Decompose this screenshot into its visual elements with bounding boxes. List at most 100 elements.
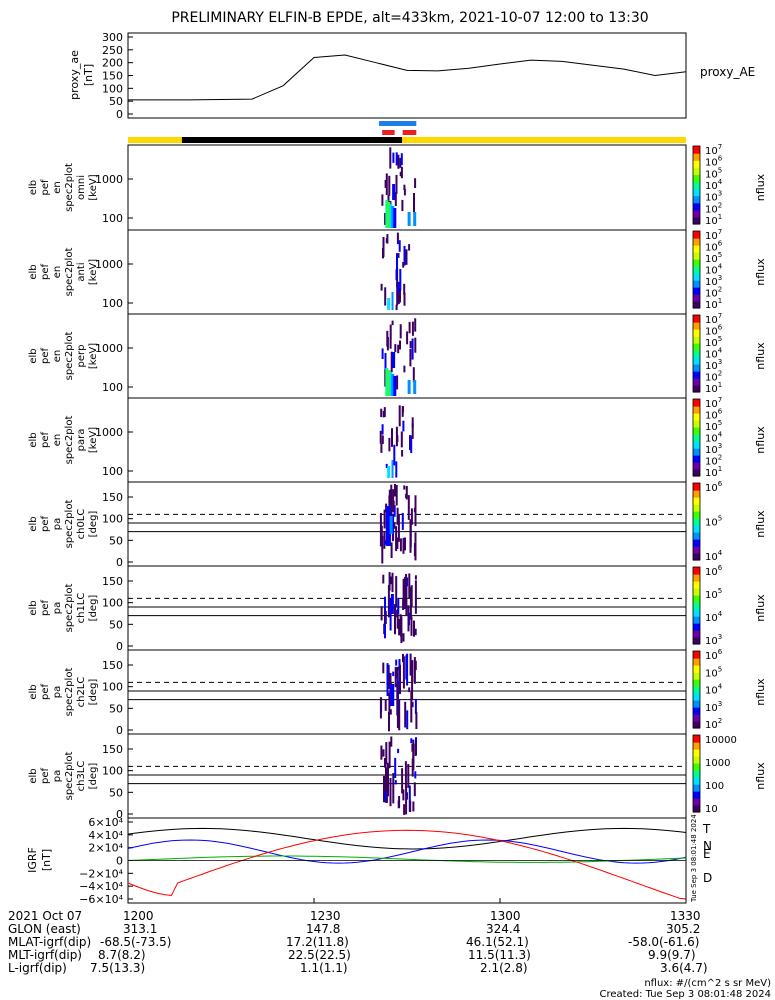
- flux-streak: [387, 195, 390, 207]
- flux-streak: [413, 782, 416, 797]
- flux-streak: [404, 761, 407, 789]
- colorbar-segment: [693, 595, 700, 603]
- flux-streak: [409, 653, 412, 676]
- colorbar-label: nflux: [754, 510, 767, 538]
- flux-streak: [383, 509, 386, 529]
- flux-streak: [381, 194, 384, 206]
- series-label: proxy_AE: [700, 65, 755, 79]
- flux-streak: [387, 664, 390, 680]
- y-axis-label: [deg]: [88, 511, 99, 538]
- flux-streak: [400, 166, 403, 179]
- flux-patch: [387, 370, 391, 396]
- flux-streak: [411, 701, 414, 708]
- flux-streak: [380, 697, 383, 712]
- footer-value: 22.5(22.5): [288, 948, 351, 962]
- flux-patch: [387, 298, 391, 310]
- flux-patch: [392, 352, 396, 368]
- flux-streak: [413, 508, 416, 513]
- flux-streak: [398, 240, 401, 252]
- flux-streak: [405, 249, 408, 265]
- colorbar-segment: [693, 364, 700, 372]
- footer-row-mlat: MLAT-igrf(dip) -68.5(-73.5) 17.2(11.8) 4…: [8, 936, 728, 948]
- flux-streak: [396, 608, 399, 629]
- flux-streak: [387, 764, 389, 797]
- colorbar-tick-label: 103: [705, 633, 722, 647]
- colorbar-segment: [693, 399, 700, 407]
- colorbar-segment: [693, 777, 700, 785]
- y-axis-label: spec2plot: [64, 163, 75, 212]
- flux-streak: [381, 435, 384, 444]
- flux-streak: [411, 743, 414, 752]
- flux-streak: [388, 489, 391, 508]
- colorbar-segment: [693, 420, 700, 428]
- flux-streak: [394, 780, 397, 785]
- y-axis-label: pa: [52, 770, 63, 782]
- flux-streak: [399, 157, 402, 168]
- colorbar-segment: [693, 763, 700, 771]
- flux-streak: [412, 801, 415, 812]
- colorbar-segment: [693, 371, 700, 379]
- units-note: nflux: #/(cm^2 s sr MeV): [644, 978, 771, 989]
- colorbar-segment: [693, 637, 700, 645]
- flux-streak: [413, 620, 415, 637]
- flux-streak: [409, 520, 412, 548]
- flux-streak: [407, 605, 410, 632]
- y-axis-label: ch3LC: [76, 761, 87, 792]
- y-tick-label: 4×10⁴: [88, 829, 123, 842]
- footer-value: 7.5(13.3): [90, 961, 146, 975]
- flux-streak: [399, 614, 402, 634]
- flux-streak: [395, 174, 398, 194]
- colorbar-segment: [693, 252, 700, 260]
- panel-frame: [127, 144, 687, 231]
- colorbar-segment: [693, 518, 700, 526]
- footer-label: 2021 Oct 07: [8, 909, 83, 923]
- y-tick-label: 100: [102, 82, 123, 95]
- igrf-T-line: [127, 827, 687, 850]
- y-axis-label: spec2plot: [64, 416, 75, 465]
- flux-streak: [383, 531, 386, 549]
- colorbar-segment: [693, 756, 700, 764]
- flux-streak: [400, 153, 403, 166]
- flux-streak: [395, 659, 398, 666]
- flux-streak: [398, 659, 401, 670]
- footer-value: 11.5(11.3): [468, 948, 531, 962]
- flux-patch: [385, 368, 389, 396]
- y-tick-label: 200: [102, 57, 123, 70]
- colorbar-segment: [693, 469, 700, 477]
- flux-streak: [414, 743, 417, 756]
- igrf-N-line: [127, 839, 687, 864]
- colorbar-segment: [693, 280, 700, 288]
- flux-streak: [395, 269, 398, 281]
- colorbar-segment: [693, 553, 700, 561]
- flux-streak: [414, 178, 417, 188]
- y-tick-label: 6×10⁴: [88, 816, 123, 829]
- flux-streak: [401, 199, 404, 212]
- colorbar-tick-label: 101: [705, 213, 722, 227]
- y-axis-label: spec2plot: [64, 668, 75, 717]
- flux-patch: [385, 506, 391, 546]
- colorbar-segment: [693, 602, 700, 610]
- flux-streak: [394, 610, 397, 618]
- y-tick-label: 1000: [95, 173, 123, 186]
- flux-streak: [410, 585, 413, 607]
- y-tick-label: 50: [109, 95, 123, 108]
- y-axis-label: anti: [76, 262, 87, 281]
- colorbar-segment: [693, 700, 700, 708]
- y-tick-label: 1000: [95, 258, 123, 271]
- flux-streak: [380, 408, 383, 418]
- colorbar-segment: [693, 658, 700, 666]
- y-axis-label: spec2plot: [64, 752, 75, 801]
- flux-streak: [413, 193, 415, 213]
- y-axis-label: perp: [76, 345, 87, 368]
- y-axis-label: [keV]: [88, 343, 99, 369]
- flux-streak: [411, 338, 414, 360]
- fgm-flag-bar: [402, 130, 417, 135]
- proxy-ae-line: [128, 54, 687, 101]
- colorbar-segment: [693, 413, 700, 421]
- colorbar-tick-label: 104: [705, 549, 723, 563]
- footer-value: 1200: [123, 909, 154, 923]
- colorbar-tick-label: 104: [705, 683, 723, 697]
- y-tick-label: 1000: [95, 426, 123, 439]
- colorbar-segment: [693, 784, 700, 792]
- colorbar-segment: [693, 259, 700, 267]
